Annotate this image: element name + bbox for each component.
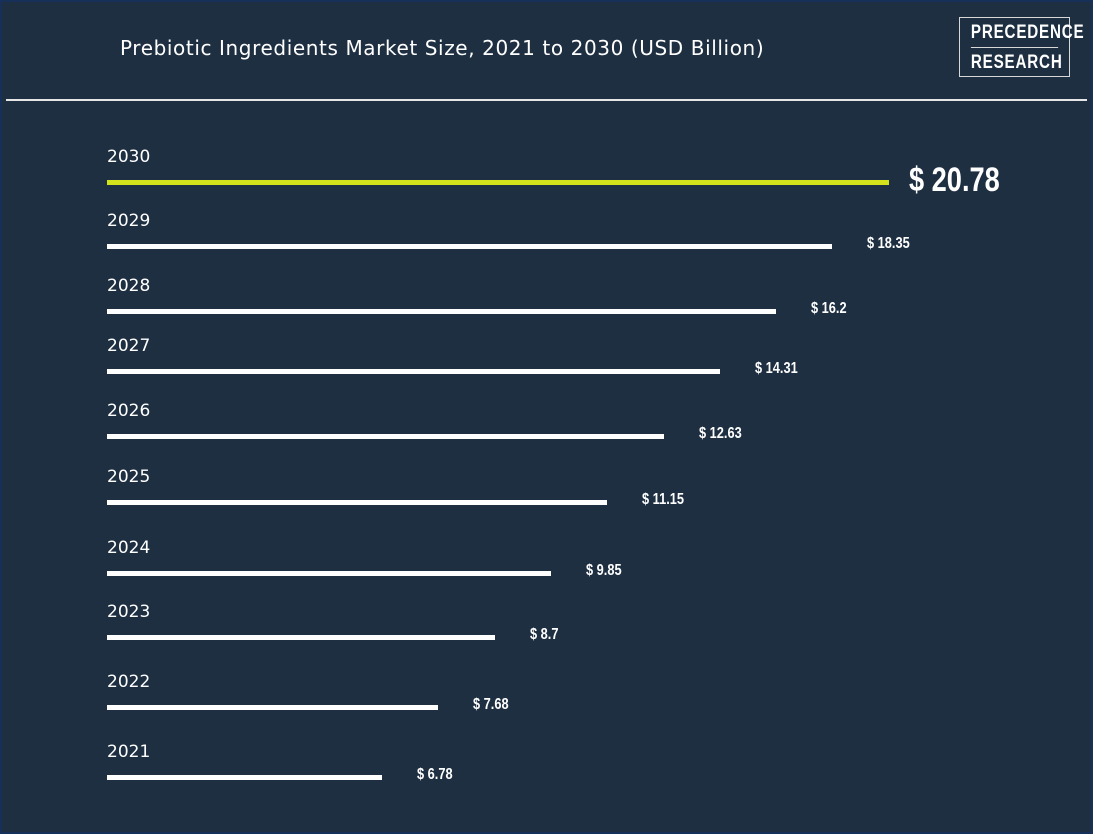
title-divider (6, 99, 1087, 101)
bar-2022 (107, 705, 439, 710)
year-label: 2025 (107, 467, 151, 487)
value-label: $ 12.63 (698, 425, 742, 442)
bar-2029 (107, 244, 833, 249)
bar-2027 (107, 369, 720, 374)
year-label: 2022 (107, 672, 151, 692)
value-label: $ 7.68 (473, 696, 509, 713)
year-label: 2029 (107, 211, 151, 231)
year-label: 2026 (107, 401, 151, 421)
year-label: 2024 (107, 538, 151, 558)
bar-2024 (107, 571, 551, 576)
chart-title: Prebiotic Ingredients Market Size, 2021 … (120, 36, 765, 60)
bar-2023 (107, 635, 495, 640)
value-label: $ 9.85 (585, 562, 622, 579)
year-label: 2027 (107, 336, 151, 356)
bar-2025 (107, 500, 608, 505)
bar-2026 (107, 434, 664, 439)
logo-line-2: RESEARCH (970, 52, 1063, 73)
value-label: $ 11.15 (642, 491, 685, 508)
value-label: $ 6.78 (417, 766, 453, 783)
bar-2030 (107, 180, 889, 185)
logo-line-1: PRECEDENCE (970, 18, 1084, 48)
year-label: 2021 (107, 742, 151, 762)
value-label: $ 18.35 (867, 235, 911, 252)
year-label: 2030 (107, 147, 151, 167)
value-label: $ 8.7 (529, 626, 559, 643)
bar-2028 (107, 309, 777, 314)
year-label: 2028 (107, 276, 151, 296)
bar-2021 (107, 775, 382, 780)
year-label: 2023 (107, 602, 151, 622)
logo: PRECEDENCE RESEARCH (959, 17, 1084, 77)
value-label: $ 14.31 (754, 360, 798, 377)
value-label: $ 16.2 (811, 300, 847, 317)
value-label: $ 20.78 (908, 161, 1000, 199)
